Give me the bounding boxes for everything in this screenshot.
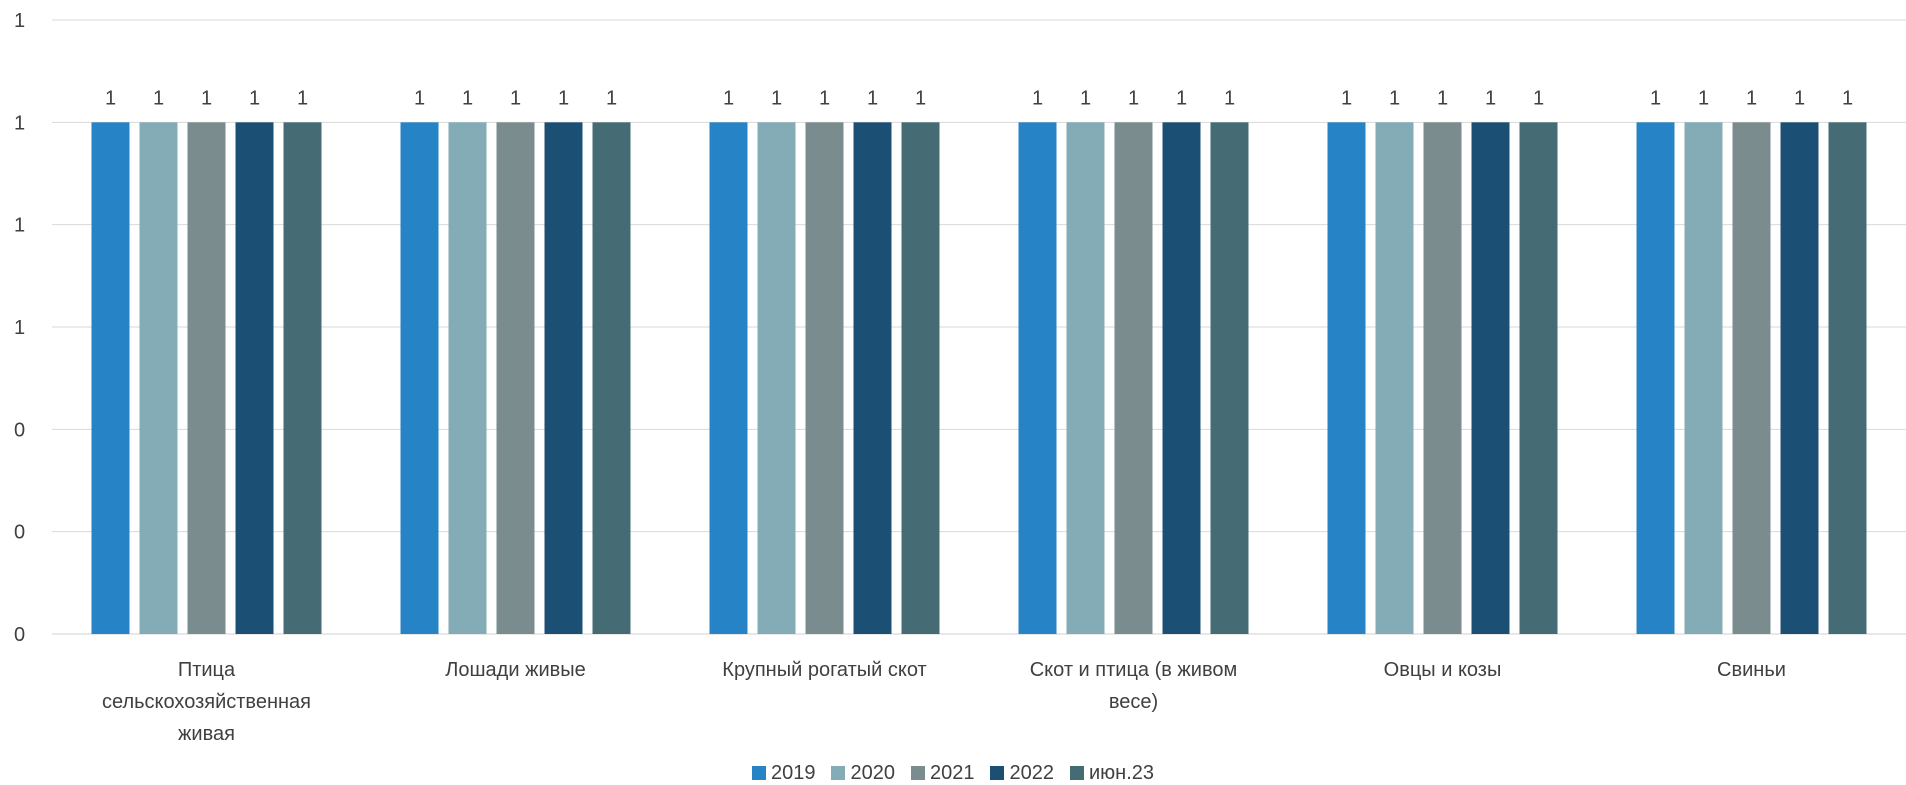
data-label: 1 [297, 87, 308, 109]
data-label: 1 [1698, 87, 1709, 109]
bar [187, 122, 226, 634]
legend-label: 2021 [929, 762, 975, 784]
bar [1828, 122, 1867, 634]
data-label: 1 [1176, 87, 1187, 109]
bar [805, 122, 844, 634]
bar [757, 122, 796, 634]
data-label: 1 [558, 87, 569, 109]
category-label: живая [178, 723, 235, 745]
legend-item-2021[interactable]: 2021 [910, 761, 975, 785]
data-label: 1 [153, 87, 164, 109]
y-tick-label: 1 [14, 317, 25, 339]
data-label: 1 [462, 87, 473, 109]
legend-item-2020[interactable]: 2020 [831, 761, 895, 785]
legend-label: 2022 [1009, 762, 1054, 784]
data-label: 1 [510, 87, 521, 109]
bar [1423, 122, 1462, 634]
bar [1519, 122, 1558, 634]
data-label: 1 [915, 87, 926, 109]
data-label: 1 [1746, 87, 1757, 109]
data-label: 1 [249, 87, 260, 109]
data-label: 1 [771, 87, 782, 109]
category-label: сельскохозяйственная [102, 691, 311, 713]
bar [1114, 122, 1153, 634]
bar [1066, 122, 1105, 634]
bar [592, 122, 631, 634]
data-label: 1 [1128, 87, 1139, 109]
bar [901, 122, 940, 634]
bar [1732, 122, 1771, 634]
y-tick-label: 1 [14, 215, 25, 237]
legend-swatch [990, 766, 1005, 780]
data-label: 1 [606, 87, 617, 109]
legend-swatch [831, 766, 846, 780]
bar [1471, 122, 1510, 634]
bar [1210, 122, 1249, 634]
data-label: 1 [1341, 87, 1352, 109]
bar [283, 122, 322, 634]
legend-label: 2019 [770, 762, 816, 784]
bar [1375, 122, 1414, 634]
bar [544, 122, 583, 634]
category-label: Скот и птица (в живом [1030, 659, 1238, 681]
data-label: 1 [1533, 87, 1544, 109]
legend-swatch [1069, 766, 1084, 780]
bar [1018, 122, 1057, 634]
chart-legend: 2019 2020 2021 2022 июн.23 [0, 761, 1906, 785]
legend-label: июн.23 [1088, 762, 1155, 784]
bar [235, 122, 274, 634]
category-label: весе) [1109, 691, 1158, 713]
legend-swatch [910, 766, 925, 780]
bar [400, 122, 439, 634]
bar [1327, 122, 1366, 634]
bar [1780, 122, 1819, 634]
category-label: Птица [178, 659, 236, 681]
legend-item-2019[interactable]: 2019 [751, 761, 816, 785]
data-label: 1 [1842, 87, 1853, 109]
y-tick-label: 1 [14, 10, 25, 32]
category-label: Овцы и козы [1384, 659, 1502, 681]
category-label: Свиньи [1717, 659, 1786, 681]
bar [709, 122, 748, 634]
bar [1684, 122, 1723, 634]
data-label: 1 [723, 87, 734, 109]
y-tick-label: 0 [14, 624, 25, 646]
y-tick-label: 0 [14, 419, 25, 441]
bar [1636, 122, 1675, 634]
data-label: 1 [201, 87, 212, 109]
data-label: 1 [414, 87, 425, 109]
legend-item-2022[interactable]: 2022 [990, 761, 1054, 785]
bar [496, 122, 535, 634]
data-label: 1 [1032, 87, 1043, 109]
data-label: 1 [1224, 87, 1235, 109]
category-label: Лошади живые [445, 659, 586, 681]
data-label: 1 [867, 87, 878, 109]
legend-label: 2020 [850, 762, 895, 784]
data-label: 1 [1437, 87, 1448, 109]
y-tick-label: 1 [14, 112, 25, 134]
legend-item-jun23[interactable]: июн.23 [1069, 761, 1155, 785]
data-label: 1 [819, 87, 830, 109]
category-label: Крупный рогатый скот [722, 659, 926, 681]
bar [139, 122, 178, 634]
bar [448, 122, 487, 634]
bar [853, 122, 892, 634]
data-label: 1 [1794, 87, 1805, 109]
bar [1162, 122, 1201, 634]
bar [91, 122, 130, 634]
data-label: 1 [105, 87, 116, 109]
data-label: 1 [1485, 87, 1496, 109]
legend-swatch [751, 766, 766, 780]
y-tick-label: 0 [14, 522, 25, 544]
data-label: 1 [1650, 87, 1661, 109]
data-label: 1 [1080, 87, 1091, 109]
data-label: 1 [1389, 87, 1400, 109]
